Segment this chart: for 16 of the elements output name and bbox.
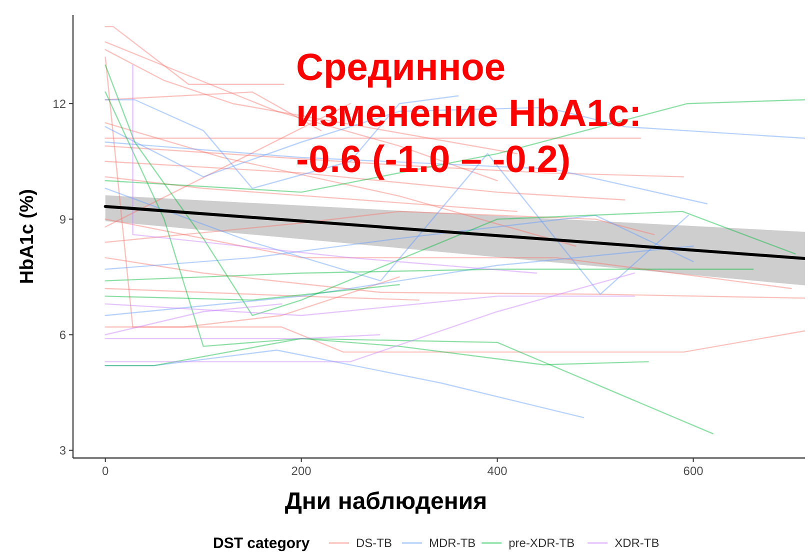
y-tick-label: 6 xyxy=(59,328,66,342)
legend-title: DST category xyxy=(213,535,310,552)
annotation: Срединное изменение HbA1c: -0.6 (-1.0 – -0.2) xyxy=(296,47,642,181)
x-tick-label: 0 xyxy=(102,464,109,478)
x-tick-label: 600 xyxy=(683,464,704,478)
y-tick-label: 9 xyxy=(59,212,66,226)
y-tick-label: 3 xyxy=(59,443,66,458)
y-axis-title: HbA1c (%) xyxy=(17,188,38,284)
y-tick-label: 12 xyxy=(52,96,66,111)
x-tick-label: 400 xyxy=(487,464,508,478)
x-axis-title: Дни наблюдения xyxy=(284,488,488,515)
legend-label: MDR-TB xyxy=(429,536,476,550)
x-tick-label: 200 xyxy=(291,464,312,478)
legend-label: DS-TB xyxy=(356,536,392,550)
legend-label: pre-XDR-TB xyxy=(508,536,575,550)
legend-label: XDR-TB xyxy=(614,536,660,550)
